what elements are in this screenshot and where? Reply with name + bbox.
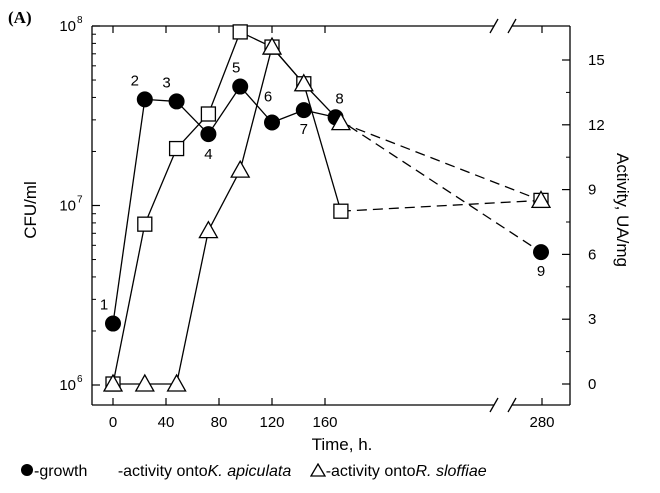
y-left-tick-exponent: 7 [77,195,83,206]
panel-label: (A) [8,8,32,27]
y-left-tick-exponent: 6 [77,374,83,385]
series-segment-2 [175,230,210,385]
chart-legend: -growth -activity onto K. apiculata -act… [20,462,487,481]
growth-point [264,114,280,131]
open-triangle-marker-icon [309,462,326,477]
legend-growth: -growth [20,463,87,481]
legend-r-species: R. sloffiae [415,463,487,480]
growth-point-label: 3 [162,74,170,91]
growth-point [168,93,185,110]
series-segment-1 [303,83,342,212]
r-sloffiae-point [261,36,283,55]
r-sloffiae-point [198,220,219,239]
r-sloffiae-point [530,190,552,209]
series-segment-2 [207,169,241,231]
series-segment-0 [239,86,273,123]
growth-point-label: 5 [232,60,240,77]
k-apiculata-point [168,140,185,157]
series-segment-1 [112,224,146,385]
growth-point-label: 7 [300,121,308,138]
k-apiculata-point [200,106,217,122]
plot-frame [91,18,571,413]
filled-circle-marker-icon [21,464,33,476]
legend-k-apiculata: -activity onto K. apiculata [118,463,291,481]
r-sloffiae-point [166,373,187,392]
legend-k-prefix: -activity onto [117,463,208,480]
x-tick-label: 280 [529,414,554,431]
y-right-tick-label: 9 [588,182,596,199]
legend-r-prefix: -activity onto [325,463,416,480]
r-sloffiae-point [134,373,155,392]
r-sloffiae-point [102,373,124,392]
point-labels: 1 2 3 4 5 6 7 8 9 [100,60,545,314]
k-apiculata-point [137,216,153,232]
x-tick-label: 80 [211,414,228,431]
series-segment-2 [340,122,542,202]
axis-break-mark [507,397,517,413]
y-right-tick-label: 3 [588,311,596,328]
legend-growth-label: -growth [34,463,88,480]
growth-point [136,91,153,108]
series-segment-1 [340,199,542,212]
x-tick-label: 40 [158,414,175,431]
growth-point-label: 1 [100,297,108,314]
growth-point-label: 6 [264,88,272,105]
growth-point [295,102,312,119]
series-segment-0 [207,86,241,135]
axis-break-mark [507,18,517,34]
growth-point-label: 9 [537,263,545,280]
series-segment-1 [207,31,241,115]
series-lines [112,31,542,385]
y-axis-left-label: CFU/ml [21,181,40,239]
y-left-tick-label: 10 [59,198,76,215]
series-segment-0 [335,116,542,253]
y-left-tick-exponent: 8 [77,15,83,26]
x-tick-label: 120 [259,414,284,431]
series-markers [102,24,552,392]
r-sloffiae-point [330,112,352,131]
legend-r-sloffiae: -activity onto R. sloffiae [309,462,487,481]
series-segment-1 [144,148,178,225]
x-axis-label: Time, h. [312,435,373,454]
growth-point-label: 2 [131,72,139,89]
legend-k-species: K. apiculata [207,463,292,480]
series-segment-2 [239,46,273,171]
axis-break-mark [489,397,499,413]
y-left-tick-label: 10 [59,377,76,394]
k-apiculata-point [333,203,349,219]
k-apiculata-point [232,24,248,40]
growth-point-label: 8 [335,90,343,107]
growth-point [105,315,121,332]
r-sloffiae-point [230,159,251,178]
x-tick-label: 160 [312,414,337,431]
growth-point [533,244,549,261]
r-sloffiae-point [293,73,314,92]
y-right-tick-label: 6 [588,246,596,263]
y-axis-right-label: Activity, UA/mg [613,153,632,267]
x-tick-label: 0 [109,414,117,431]
y-right-tick-label: 0 [588,376,596,393]
axis-break-mark [489,18,499,34]
series-segment-0 [112,99,146,324]
growth-point-label: 4 [204,146,212,163]
y-right-tick-label: 15 [588,52,605,69]
y-right-tick-label: 12 [588,117,605,134]
growth-point [232,78,249,95]
growth-point [200,126,217,143]
y-left-tick-label: 10 [59,18,76,35]
